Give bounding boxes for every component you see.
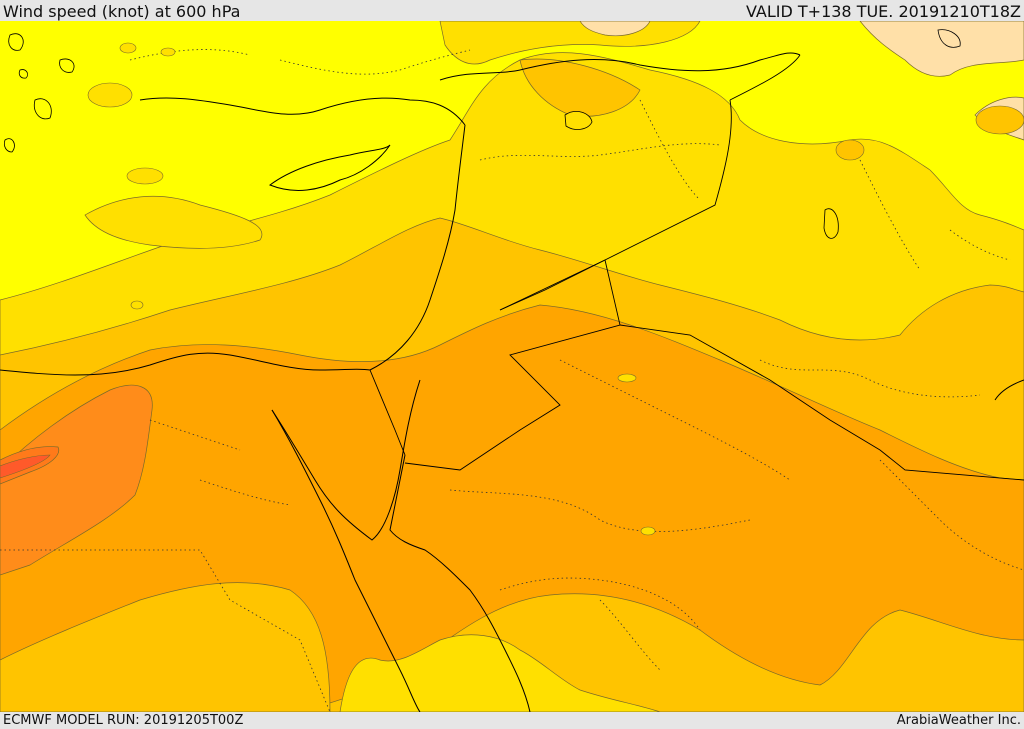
cream-patch-north [579, 21, 651, 37]
map-footer: ECMWF MODEL RUN: 20191205T00Z ArabiaWeat… [0, 712, 1024, 729]
map-title: Wind speed (knot) at 600 hPa [3, 2, 241, 21]
band-3-patch-north [519, 58, 641, 117]
internal-boundaries [0, 49, 1024, 712]
borders [369, 54, 1024, 481]
coastlines [0, 52, 1024, 712]
lake-van [564, 111, 593, 130]
lake-urmia [823, 208, 839, 239]
contour-blobs-gold [130, 300, 656, 536]
cream-patch-caspian [859, 21, 1024, 77]
contour-blobs-amber [835, 105, 1024, 161]
credit: ArabiaWeather Inc. [896, 713, 1021, 728]
contour-blobs [87, 42, 176, 185]
band-5 [0, 384, 153, 576]
band-3-lobe-southwest [0, 582, 331, 712]
map-header: Wind speed (knot) at 600 hPa VALID T+138… [0, 0, 1024, 21]
valid-time: VALID T+138 TUE. 20191210T18Z [745, 2, 1021, 21]
band-2-patch-west [84, 195, 263, 249]
model-run: ECMWF MODEL RUN: 20191205T00Z [3, 713, 244, 728]
aegean-islands [4, 33, 75, 153]
wind-speed-map [0, 21, 1024, 712]
band-2-lobe-south [339, 634, 661, 712]
lake-small-east [937, 29, 961, 48]
band-7 [0, 454, 51, 479]
